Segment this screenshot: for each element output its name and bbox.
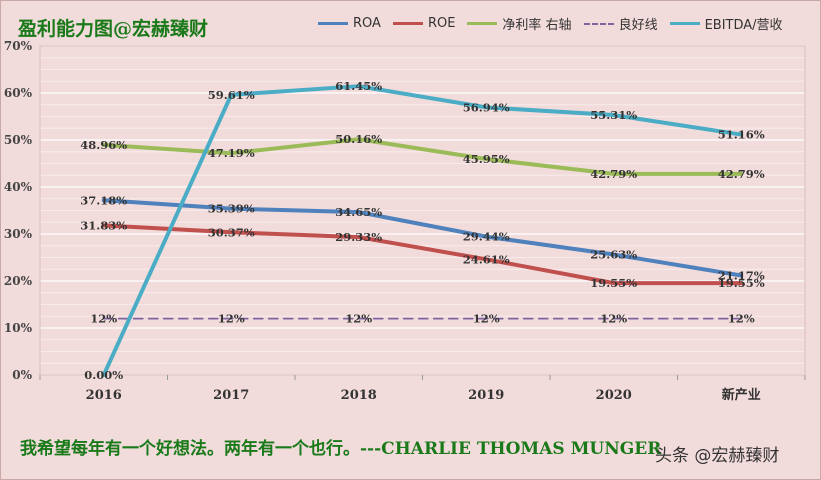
series-line-1 [101,223,744,286]
data-label: 29.44% [463,230,510,244]
data-label: 50.16% [335,132,382,146]
legend-item: ROA [318,14,381,33]
data-label: 42.79% [590,167,637,181]
y-tick-label: 10% [4,321,33,335]
legend-item: 净利率 右轴 [467,14,572,33]
legend-item: ROE [392,14,456,33]
data-label: 21.17% [718,269,765,283]
data-label: 34.65% [335,205,382,219]
series-line-4 [101,84,744,377]
data-label: 12% [345,312,372,326]
legend-swatch [392,22,423,25]
data-label: 12% [90,312,117,326]
chart-title: 盈利能力图@宏赫臻财 [18,18,209,40]
x-tick-label: 2019 [468,388,504,403]
data-label: 51.16% [718,128,765,142]
data-label: 12% [218,312,245,326]
data-label: 12% [600,312,627,326]
legend-swatch [467,22,498,25]
y-tick-label: 70% [4,39,33,53]
y-tick-label: 50% [4,133,33,147]
data-label: 30.37% [208,225,255,239]
legend-label: ROA [353,16,381,31]
data-label: 12% [728,312,755,326]
x-tick-label: 2016 [86,388,122,403]
data-label: 29.33% [335,230,382,244]
x-tick-label: 新产业 [722,387,761,403]
data-label: 25.63% [590,248,637,262]
legend-item: 良好线 [583,14,658,33]
data-label: 56.94% [463,100,510,114]
x-tick-label: 2020 [596,388,632,403]
legend-item: EBITDA/营收 [669,14,783,33]
data-label: 37.18% [80,193,127,207]
y-tick-label: 0% [12,368,32,382]
legend-label: ROE [427,16,456,31]
legend-label: 良好线 [618,18,658,33]
legend-swatch [318,22,348,25]
y-tick-label: 30% [4,227,33,241]
series-line-0 [101,198,744,278]
data-label: 19.55% [718,276,765,290]
x-tick-label: 2018 [341,388,377,403]
data-label: 35.39% [208,202,255,216]
legend-label: EBITDA/营收 [704,18,783,33]
series-line-2 [101,137,744,176]
data-label: 31.83% [80,218,127,232]
data-label: 61.45% [335,79,382,93]
data-label: 24.61% [463,252,510,266]
y-tick-label: 40% [4,180,33,194]
legend: ROA ROE 净利率 右轴 良好线 EBITDA/营收 [318,14,783,33]
legend-swatch [583,22,614,25]
watermark-text: 头条 @宏赫臻财 [655,446,780,466]
legend-swatch [669,22,700,25]
data-label: 59.61% [208,88,255,102]
data-label: 42.79% [718,167,765,181]
data-label: 45.95% [463,152,510,166]
y-tick-label: 20% [4,274,33,288]
data-label: 47.19% [208,146,255,160]
data-label: 55.31% [590,108,637,122]
y-tick-label: 60% [4,86,33,100]
quote-text: 我希望每年有一个好想法。两年有一个也行。---CHARLIE THOMAS MU… [20,439,662,459]
legend-label: 净利率 右轴 [502,18,572,33]
data-label: 0.00% [84,368,123,382]
data-label: 12% [473,312,500,326]
x-tick-label: 2017 [213,388,249,403]
data-label: 48.96% [80,138,127,152]
data-label: 19.55% [590,276,637,290]
